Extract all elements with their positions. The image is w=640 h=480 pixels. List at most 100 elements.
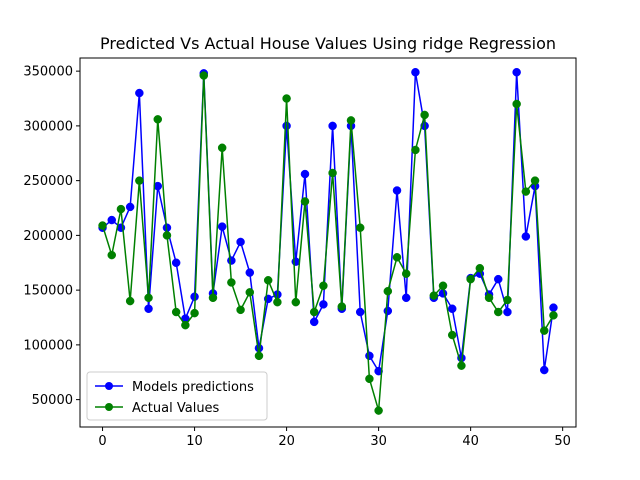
y-tick-label: 150000 xyxy=(23,284,73,299)
data-point xyxy=(135,176,144,185)
y-tick-label: 300000 xyxy=(23,119,73,134)
legend-label: Actual Values xyxy=(132,401,220,416)
data-point xyxy=(282,121,291,131)
data-point xyxy=(383,286,393,296)
data-point xyxy=(319,281,328,291)
data-point xyxy=(549,303,558,312)
data-point xyxy=(549,311,558,320)
data-point xyxy=(540,326,549,335)
data-point xyxy=(300,197,310,206)
data-point xyxy=(521,187,531,196)
data-point xyxy=(512,67,521,77)
data-point xyxy=(512,99,521,109)
data-point xyxy=(162,231,172,240)
data-point xyxy=(383,306,393,316)
series-2 xyxy=(98,71,558,415)
data-point xyxy=(190,308,199,318)
data-point xyxy=(401,293,411,303)
data-point xyxy=(245,288,255,297)
legend-marker xyxy=(105,382,113,390)
x-axis: 0 10 20 30 40 50 xyxy=(98,427,571,449)
x-tick-label: 10 xyxy=(186,434,203,449)
data-point xyxy=(420,110,429,120)
data-point xyxy=(466,274,475,284)
data-point xyxy=(475,263,485,273)
data-point xyxy=(365,374,374,384)
data-point xyxy=(135,88,144,98)
data-point xyxy=(300,169,310,179)
legend-label: Models predictions xyxy=(132,380,254,395)
data-point xyxy=(447,330,457,340)
x-tick-label: 20 xyxy=(278,434,295,449)
data-point xyxy=(116,204,126,214)
data-point xyxy=(438,289,448,298)
data-point xyxy=(171,307,181,317)
legend-marker xyxy=(105,403,113,411)
data-point xyxy=(540,365,549,375)
data-point xyxy=(457,361,466,370)
data-point xyxy=(493,307,503,317)
data-point xyxy=(365,351,374,361)
data-point xyxy=(346,116,356,125)
data-point xyxy=(374,406,383,415)
data-point xyxy=(309,317,319,327)
data-point xyxy=(401,269,411,278)
data-point xyxy=(236,237,245,247)
data-point xyxy=(429,291,439,300)
data-point xyxy=(530,176,540,185)
data-point xyxy=(245,268,255,277)
data-point xyxy=(374,366,383,376)
data-point xyxy=(181,320,190,330)
data-point xyxy=(319,300,328,309)
data-point xyxy=(503,307,512,317)
data-point xyxy=(236,305,245,315)
data-point xyxy=(411,145,420,155)
data-point xyxy=(309,307,319,317)
y-tick-label: 250000 xyxy=(23,174,73,189)
chart-title: Predicted Vs Actual House Values Using r… xyxy=(100,34,556,53)
data-point xyxy=(282,94,291,103)
y-tick-label: 100000 xyxy=(23,338,73,353)
data-point xyxy=(521,232,531,241)
data-point xyxy=(337,302,347,311)
data-point xyxy=(484,293,494,303)
data-point xyxy=(355,307,365,317)
x-tick-label: 40 xyxy=(462,434,479,449)
data-point xyxy=(144,304,153,313)
data-point xyxy=(328,168,337,178)
data-point xyxy=(217,143,227,153)
data-point xyxy=(438,281,448,291)
y-tick-label: 200000 xyxy=(23,229,73,244)
data-point xyxy=(98,221,107,230)
data-point xyxy=(411,67,420,77)
data-point xyxy=(328,121,337,131)
data-point xyxy=(254,351,264,361)
y-tick-label: 350000 xyxy=(23,65,73,80)
data-point xyxy=(263,276,273,285)
data-point xyxy=(217,222,227,231)
data-point xyxy=(144,293,153,303)
data-point xyxy=(107,215,116,225)
data-point xyxy=(199,71,209,80)
data-point xyxy=(171,258,181,268)
plot-area xyxy=(79,57,577,428)
legend-box xyxy=(86,371,268,421)
plot-frame xyxy=(79,57,577,428)
data-point xyxy=(107,250,116,260)
data-point xyxy=(503,295,512,305)
data-point xyxy=(447,304,457,313)
x-tick-label: 30 xyxy=(370,434,387,449)
data-point xyxy=(355,223,365,232)
legend: Models predictions Actual Values xyxy=(86,371,268,421)
data-point xyxy=(125,296,135,306)
y-axis: 50000 100000 150000 200000 250000 300000 35000… xyxy=(23,65,80,408)
y-tick-label: 50000 xyxy=(32,393,73,408)
x-tick-label: 50 xyxy=(554,434,571,449)
x-tick-label: 0 xyxy=(98,434,106,449)
data-point xyxy=(493,274,503,284)
data-point xyxy=(392,253,402,262)
data-point xyxy=(392,186,402,195)
data-point xyxy=(273,297,282,307)
series-layer xyxy=(98,67,558,415)
